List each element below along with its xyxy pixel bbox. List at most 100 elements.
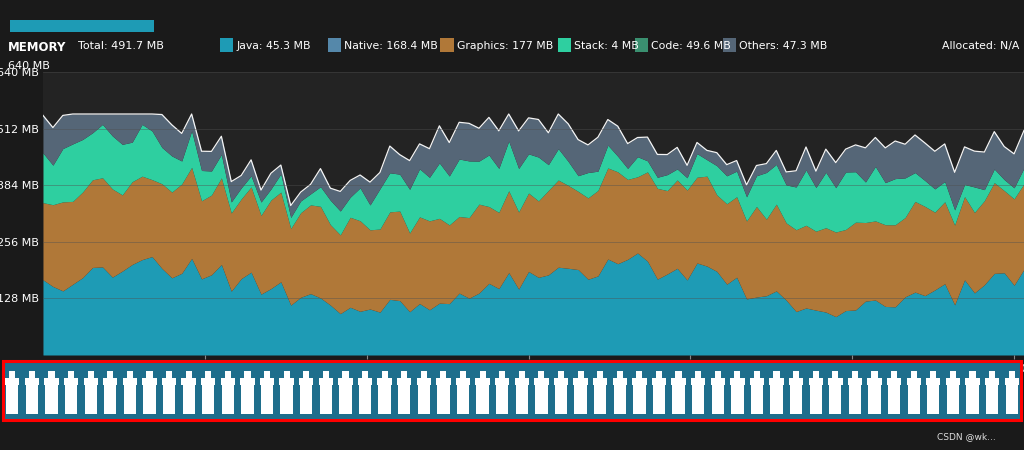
FancyBboxPatch shape [142, 378, 157, 385]
FancyBboxPatch shape [63, 378, 78, 385]
FancyBboxPatch shape [676, 371, 682, 378]
FancyBboxPatch shape [357, 378, 372, 385]
FancyBboxPatch shape [361, 371, 368, 378]
FancyBboxPatch shape [731, 385, 743, 414]
FancyBboxPatch shape [574, 385, 587, 414]
FancyBboxPatch shape [284, 371, 290, 378]
FancyBboxPatch shape [221, 378, 236, 385]
Text: Java: 45.3 MB: Java: 45.3 MB [237, 41, 311, 51]
FancyBboxPatch shape [833, 371, 839, 378]
FancyBboxPatch shape [554, 378, 568, 385]
FancyBboxPatch shape [967, 385, 979, 414]
FancyBboxPatch shape [205, 371, 211, 378]
FancyBboxPatch shape [673, 385, 685, 414]
FancyBboxPatch shape [382, 371, 388, 378]
FancyBboxPatch shape [440, 371, 446, 378]
FancyBboxPatch shape [635, 38, 648, 52]
FancyBboxPatch shape [573, 378, 588, 385]
FancyBboxPatch shape [829, 385, 842, 414]
FancyBboxPatch shape [127, 371, 133, 378]
FancyBboxPatch shape [421, 371, 427, 378]
FancyBboxPatch shape [907, 385, 920, 414]
FancyBboxPatch shape [712, 385, 724, 414]
FancyBboxPatch shape [790, 385, 802, 414]
FancyBboxPatch shape [985, 378, 999, 385]
FancyBboxPatch shape [225, 371, 231, 378]
FancyBboxPatch shape [323, 371, 329, 378]
FancyBboxPatch shape [578, 371, 584, 378]
FancyBboxPatch shape [770, 385, 782, 414]
FancyBboxPatch shape [162, 378, 176, 385]
FancyBboxPatch shape [418, 385, 430, 414]
FancyBboxPatch shape [788, 378, 803, 385]
FancyBboxPatch shape [124, 385, 136, 414]
FancyBboxPatch shape [1006, 385, 1018, 414]
FancyBboxPatch shape [65, 385, 77, 414]
FancyBboxPatch shape [970, 371, 976, 378]
FancyBboxPatch shape [342, 371, 348, 378]
FancyBboxPatch shape [166, 371, 172, 378]
Text: Stack: 4 MB: Stack: 4 MB [574, 41, 639, 51]
FancyBboxPatch shape [616, 371, 623, 378]
FancyBboxPatch shape [734, 371, 740, 378]
Text: Total: 491.7 MB: Total: 491.7 MB [78, 41, 164, 51]
FancyBboxPatch shape [594, 385, 606, 414]
FancyBboxPatch shape [751, 385, 763, 414]
FancyBboxPatch shape [558, 38, 571, 52]
FancyBboxPatch shape [318, 378, 333, 385]
FancyBboxPatch shape [891, 371, 897, 378]
FancyBboxPatch shape [636, 371, 642, 378]
FancyBboxPatch shape [398, 385, 411, 414]
FancyBboxPatch shape [653, 385, 666, 414]
Text: MEMORY: MEMORY [8, 41, 67, 54]
Text: Native: 168.4 MB: Native: 168.4 MB [344, 41, 438, 51]
FancyBboxPatch shape [242, 385, 254, 414]
FancyBboxPatch shape [378, 378, 392, 385]
FancyBboxPatch shape [927, 385, 939, 414]
FancyBboxPatch shape [328, 38, 341, 52]
FancyBboxPatch shape [48, 371, 54, 378]
FancyBboxPatch shape [281, 385, 293, 414]
FancyBboxPatch shape [750, 378, 764, 385]
FancyBboxPatch shape [947, 385, 959, 414]
Text: Graphics: 177 MB: Graphics: 177 MB [457, 41, 553, 51]
FancyBboxPatch shape [828, 378, 843, 385]
FancyBboxPatch shape [379, 385, 391, 414]
FancyBboxPatch shape [612, 378, 627, 385]
FancyBboxPatch shape [633, 385, 645, 414]
FancyBboxPatch shape [185, 371, 191, 378]
FancyBboxPatch shape [417, 378, 431, 385]
FancyBboxPatch shape [358, 385, 371, 414]
FancyBboxPatch shape [241, 378, 255, 385]
FancyBboxPatch shape [519, 371, 525, 378]
FancyBboxPatch shape [810, 385, 822, 414]
Text: Allocated: N/A: Allocated: N/A [942, 41, 1020, 51]
FancyBboxPatch shape [730, 378, 744, 385]
FancyBboxPatch shape [558, 371, 564, 378]
FancyBboxPatch shape [475, 378, 489, 385]
FancyBboxPatch shape [10, 20, 154, 32]
FancyBboxPatch shape [754, 371, 760, 378]
FancyBboxPatch shape [723, 38, 736, 52]
FancyBboxPatch shape [692, 385, 705, 414]
FancyBboxPatch shape [104, 385, 117, 414]
FancyBboxPatch shape [868, 385, 881, 414]
FancyBboxPatch shape [769, 378, 783, 385]
FancyBboxPatch shape [85, 385, 97, 414]
FancyBboxPatch shape [3, 361, 1021, 419]
FancyBboxPatch shape [9, 371, 15, 378]
Text: 640 MB: 640 MB [8, 61, 50, 71]
FancyBboxPatch shape [539, 371, 545, 378]
FancyBboxPatch shape [946, 378, 961, 385]
Text: CSDN @wk...: CSDN @wk... [937, 432, 995, 441]
FancyBboxPatch shape [986, 385, 998, 414]
FancyBboxPatch shape [809, 378, 823, 385]
FancyBboxPatch shape [123, 378, 137, 385]
FancyBboxPatch shape [906, 378, 921, 385]
FancyBboxPatch shape [593, 378, 607, 385]
FancyBboxPatch shape [25, 378, 39, 385]
FancyBboxPatch shape [299, 378, 313, 385]
FancyBboxPatch shape [300, 385, 312, 414]
FancyBboxPatch shape [44, 378, 58, 385]
FancyBboxPatch shape [457, 385, 469, 414]
